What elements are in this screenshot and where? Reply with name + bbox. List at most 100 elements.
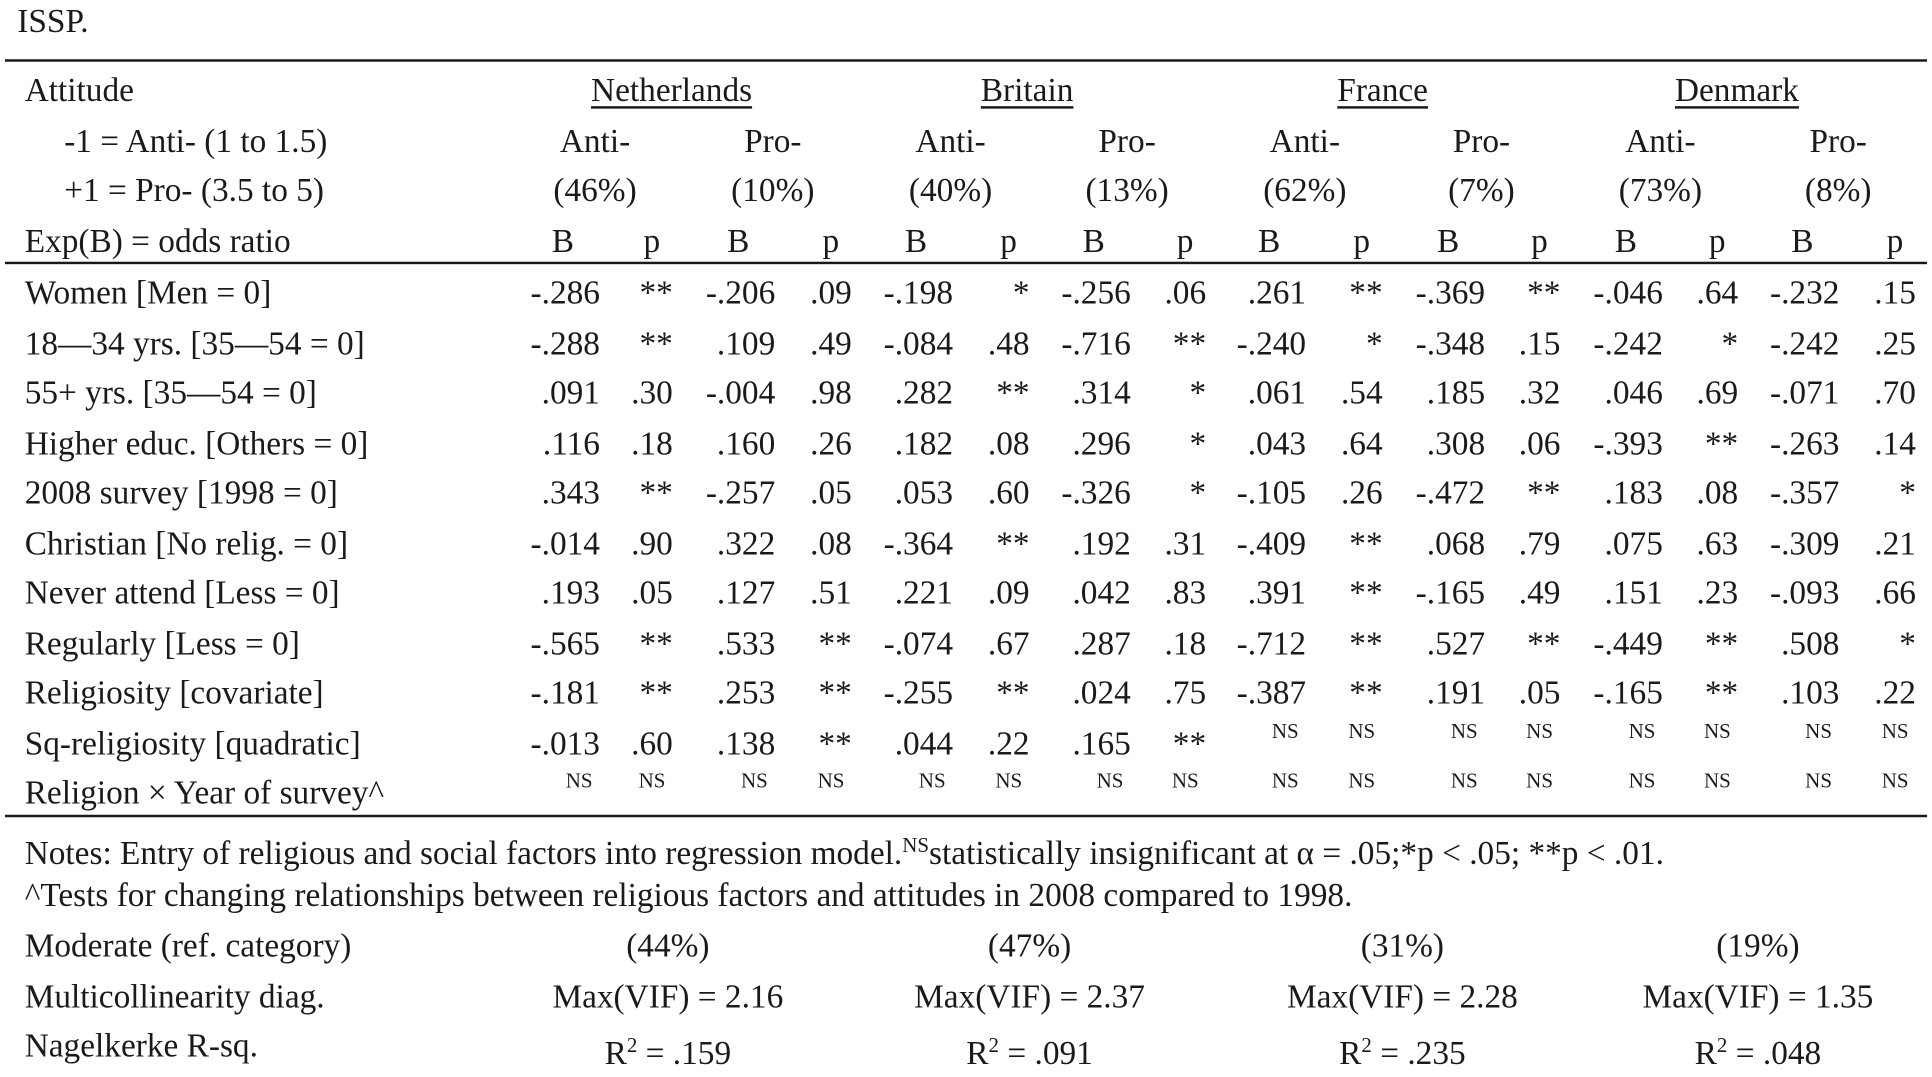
notes-line-2: ^Tests for changing relationships betwee… (24, 876, 1353, 914)
p-cell: .26 (1340, 474, 1383, 512)
coef-cell: -.263 (1769, 424, 1840, 462)
coef-cell: .068 (1426, 524, 1486, 562)
coef-cell: -.198 (883, 274, 954, 312)
r-squared-part: = .159 (637, 1034, 732, 1072)
summary-label: Multicollinearity diag. (24, 977, 325, 1015)
column-header-p: p (822, 222, 840, 260)
column-header-b: B (1257, 222, 1281, 260)
coef-cell: -.242 (1769, 324, 1840, 362)
row-label: Sq-religiosity [quadratic] (24, 724, 361, 762)
coef-cell: .296 (1072, 424, 1131, 462)
row-label: Christian [No relig. = 0] (24, 524, 349, 562)
coef-cell: -.084 (883, 324, 954, 362)
p-cell: ** (1704, 674, 1739, 712)
coef-cell: -.449 (1593, 624, 1663, 662)
coef-cell: -.364 (883, 524, 954, 562)
p-cell: ** (1349, 574, 1383, 612)
stub-header-3: Exp(B) = odds ratio (24, 222, 291, 260)
r-squared-part: = .048 (1727, 1034, 1822, 1072)
p-cell: .69 (1696, 374, 1739, 412)
row-label: 18—34 yrs. [35—54 = 0] (24, 324, 365, 362)
row-label: Religion × Year of survey^ (24, 774, 385, 812)
notes-line-1: Notes: Entry of religious and social fac… (24, 833, 1664, 872)
coef-cell: .091 (541, 374, 600, 412)
ns-mark: NS (1348, 769, 1376, 793)
ns-mark: NS (1348, 719, 1376, 743)
p-cell: ** (1527, 624, 1561, 662)
ns-mark: NS (1805, 719, 1832, 743)
p-cell: ** (1349, 674, 1383, 712)
p-cell: ** (1527, 274, 1561, 312)
coef-cell: .314 (1072, 374, 1131, 412)
summary-value: Max(VIF) = 1.35 (1642, 977, 1874, 1015)
p-cell: .05 (1518, 674, 1561, 712)
country-header: France (1337, 71, 1428, 109)
group-percent: (62%) (1263, 171, 1347, 209)
ns-mark: NS (1526, 719, 1554, 743)
coef-cell: -.071 (1769, 374, 1840, 412)
p-cell: ** (996, 374, 1030, 412)
column-header-p: p (643, 222, 661, 260)
p-cell: .54 (1340, 374, 1383, 412)
r-squared-part: 2 (626, 1033, 638, 1057)
coef-cell: .322 (716, 524, 776, 562)
column-header-b: B (904, 222, 928, 260)
summary-value: (19%) (1716, 927, 1800, 965)
row-label: 2008 survey [1998 = 0] (24, 474, 338, 512)
coef-cell: .533 (716, 624, 776, 662)
ns-mark: NS (1628, 769, 1656, 793)
coef-cell: -.409 (1236, 524, 1307, 562)
stub-header-2: +1 = Pro- (3.5 to 5) (64, 171, 324, 209)
p-cell: .08 (1696, 474, 1739, 512)
coef-cell: -.326 (1061, 474, 1131, 512)
p-cell: .26 (810, 424, 852, 462)
coef-cell: .046 (1604, 374, 1663, 412)
ns-mark: NS (1703, 719, 1731, 743)
group-label: Anti- (559, 122, 631, 160)
coef-cell: -.240 (1236, 324, 1307, 362)
coef-cell: -.309 (1769, 524, 1840, 562)
p-cell: .18 (631, 424, 673, 462)
coef-cell: -.712 (1236, 624, 1307, 662)
coef-cell: -.393 (1593, 424, 1663, 462)
coef-cell: .043 (1247, 424, 1307, 462)
country-header: Britain (980, 71, 1074, 109)
row-label: Religiosity [covariate] (24, 674, 324, 712)
p-cell: * (1012, 274, 1030, 312)
p-cell: * (1365, 324, 1383, 362)
ns-mark: NS (638, 769, 666, 793)
p-cell: * (1189, 474, 1207, 512)
ns-mark: NS (995, 769, 1023, 793)
coef-cell: -.165 (1593, 674, 1663, 712)
p-cell: ** (639, 324, 673, 362)
group-percent: (13%) (1085, 171, 1169, 209)
coef-cell: .183 (1604, 474, 1663, 512)
coef-cell: -.286 (530, 274, 600, 312)
coef-cell: .391 (1247, 574, 1307, 612)
coef-cell: .253 (716, 674, 776, 712)
group-label: Anti- (1625, 122, 1696, 160)
coef-cell: .343 (541, 474, 600, 512)
coef-cell: -.046 (1593, 274, 1663, 312)
coef-cell: -.206 (705, 274, 776, 312)
p-cell: ** (818, 724, 852, 762)
p-cell: .09 (987, 574, 1030, 612)
p-cell: .32 (1518, 374, 1561, 412)
coef-cell: .191 (1426, 674, 1486, 712)
p-cell: .15 (1874, 274, 1916, 312)
group-label: Pro- (1809, 122, 1867, 160)
ns-mark: NS (1271, 719, 1299, 743)
coef-cell: .103 (1781, 674, 1840, 712)
coef-cell: .116 (542, 424, 600, 462)
ns-mark: NS (1096, 769, 1124, 793)
p-cell: ** (1349, 274, 1383, 312)
coef-cell: -.288 (530, 324, 600, 362)
coef-cell: .109 (716, 324, 776, 362)
column-header-b: B (1436, 222, 1460, 260)
coef-cell: .138 (716, 724, 776, 762)
coef-cell: .508 (1781, 624, 1840, 662)
ns-mark: NS (1271, 769, 1299, 793)
p-cell: .06 (1164, 274, 1207, 312)
group-label: Pro- (1098, 122, 1156, 160)
